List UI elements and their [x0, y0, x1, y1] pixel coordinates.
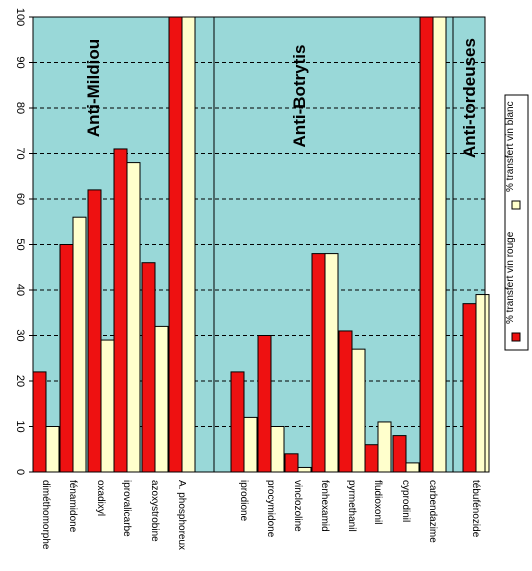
category-label: cyprodinil	[400, 480, 411, 522]
y-tick-label: 60	[14, 193, 26, 205]
bar-blanc-4	[126, 162, 141, 473]
bar-blanc-3	[100, 339, 115, 473]
plot-area: Anti-Mildiou Anti-Botrytis Anti-tordeuses	[32, 16, 490, 473]
legend-label: % transfert vin blanc	[505, 101, 516, 192]
legend-label: % transfert vin rouge	[505, 231, 516, 324]
bar-rouge-15	[462, 303, 477, 473]
y-tick-label: 100	[14, 8, 26, 26]
category-label: procymidone	[265, 480, 276, 538]
category-label: vinclozoline	[292, 480, 303, 532]
bar-blanc-6	[181, 16, 196, 473]
y-tick-label: 70	[14, 147, 26, 159]
bar-rouge-14	[419, 16, 434, 473]
bar-rouge-9	[284, 453, 299, 473]
bar-rouge-12	[364, 444, 379, 473]
category-label: fenhexamid	[319, 480, 330, 532]
bar-blanc-11	[351, 348, 366, 473]
bar-blanc-5	[154, 325, 169, 473]
bar-rouge-10	[311, 253, 326, 473]
category-label: tébufénozide	[470, 480, 481, 538]
bar-rouge-3	[87, 189, 102, 473]
y-tick-label: 40	[14, 284, 26, 296]
y-tick-label: 10	[14, 420, 26, 432]
group-label: Anti-Botrytis	[290, 45, 309, 148]
category-label: A. phosphoreux	[176, 480, 187, 550]
bar-rouge-11	[338, 330, 353, 473]
bar-rouge-8	[257, 335, 272, 473]
y-axis: 0 10 20 30 40 50 60 70 80 90 100	[14, 8, 33, 475]
group-label: Anti-Mildiou	[84, 39, 103, 137]
bar-rouge-1	[32, 371, 47, 473]
category-label: iprovalicarbe	[121, 480, 132, 537]
bar-rouge-4	[113, 148, 128, 473]
bar-blanc-15	[475, 294, 490, 473]
bar-blanc-1	[45, 426, 60, 473]
bar-blanc-12	[377, 421, 392, 473]
bar-blanc-7	[243, 416, 258, 473]
bar-rouge-5	[141, 262, 156, 473]
y-tick-label: 80	[14, 102, 26, 114]
category-label: azoxystrobine	[149, 480, 160, 542]
legend: % transfert vin rouge % transfert vin bla…	[504, 94, 529, 351]
category-label: iprodione	[238, 480, 249, 522]
legend-swatch	[511, 200, 521, 210]
bar-blanc-9	[297, 466, 312, 473]
y-tick-label: 90	[14, 56, 26, 68]
x-axis: diméthomorphe fénamidone oxadixyl iprovalic…	[40, 480, 481, 550]
y-tick-label: 50	[14, 238, 26, 250]
bar-blanc-10	[324, 253, 339, 473]
bar-blanc-13	[405, 462, 420, 473]
y-tick-label: 20	[14, 375, 26, 387]
bar-rouge-6	[168, 16, 183, 473]
y-tick-label: 30	[14, 329, 26, 341]
legend-box	[504, 94, 529, 351]
legend-swatch	[511, 332, 521, 342]
bar-rouge-13	[392, 435, 407, 473]
category-label: fludioxonil	[372, 480, 383, 524]
bar-blanc-8	[270, 426, 285, 473]
category-label: diméthomorphe	[40, 480, 51, 550]
category-label: carbendazime	[427, 480, 438, 543]
y-tick-label: 0	[14, 469, 26, 475]
bar-rouge-7	[230, 371, 245, 473]
category-label: oxadixyl	[95, 480, 106, 516]
bar-blanc-2	[72, 216, 87, 473]
category-label: pyrmethanil	[346, 480, 357, 532]
bar-rouge-2	[59, 244, 74, 473]
category-label: fénamidone	[67, 480, 78, 533]
bar-blanc-14	[432, 16, 447, 473]
group-label: Anti-tordeuses	[460, 38, 479, 158]
